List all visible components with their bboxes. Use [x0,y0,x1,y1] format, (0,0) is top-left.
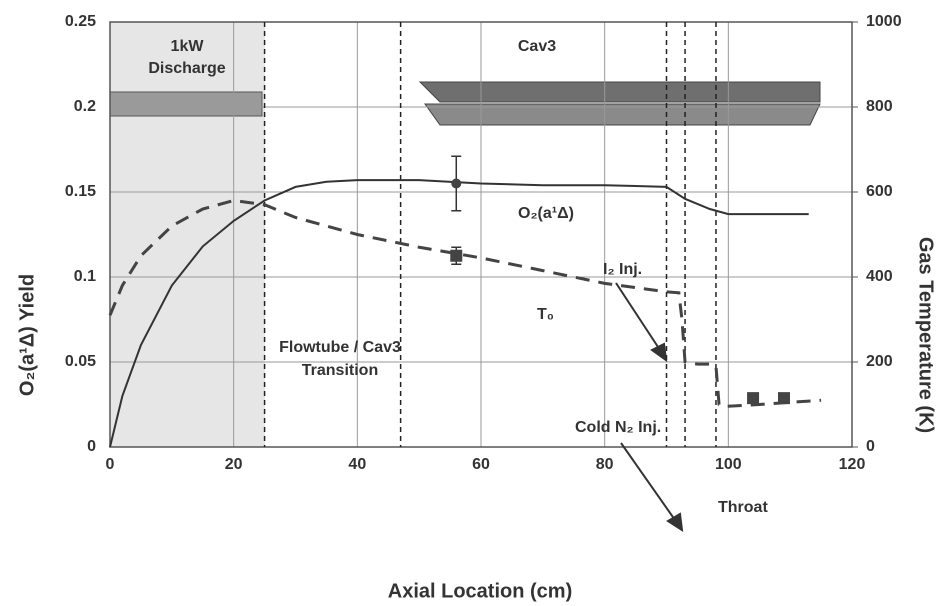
chart: 1kW Discharge Cav3 Flowtube / Cav3 Trans… [0,0,949,606]
data-point [747,392,759,404]
x-tick-label: 100 [715,456,742,473]
y2-tick-label: 600 [866,183,893,200]
x-tick-label: 60 [472,456,490,473]
y2-tick-label: 800 [866,98,893,115]
annotation: I₂ Inj. [603,261,642,278]
x-tick-label: 120 [839,456,866,473]
x-tick-label: 80 [596,456,614,473]
data-point [778,392,790,404]
annotation: Throat [718,499,768,516]
series-label: T₀ [537,306,554,323]
data-point [450,250,462,262]
annotation: Flowtube / Cav3 [279,339,401,356]
x-tick-label: 20 [225,456,243,473]
arrows [616,283,682,530]
y-tick-label: 0.15 [65,183,96,200]
y2-tick-label: 0 [866,438,875,455]
y-tick-label: 0.05 [65,353,96,370]
y-tick-label: 0 [87,438,96,455]
x-tick-label: 40 [348,456,366,473]
y-tick-label: 0.1 [74,268,96,285]
x-axis-title: Axial Location (cm) [388,580,572,602]
y-tick-label: 0.2 [74,98,96,115]
y-tick-label: 0.25 [65,13,96,30]
annotation: 1kW [171,38,205,55]
y2-tick-label: 1000 [866,13,902,30]
discharge-region [110,22,265,447]
annotation: Cold N₂ Inj. [575,419,661,436]
x-tick-label: 0 [106,456,115,473]
annotation: Discharge [148,60,225,77]
y2-tick-label: 400 [866,268,893,285]
y-axis-title: O₂(a¹Δ) Yield [16,274,38,396]
y2-axis-title: Gas Temperature (K) [915,237,937,433]
data-point [451,179,461,189]
annotation: Cav3 [518,38,556,55]
annotation: Transition [302,362,378,379]
series-label: O₂(a¹Δ) [518,205,574,222]
y2-tick-label: 200 [866,353,893,370]
